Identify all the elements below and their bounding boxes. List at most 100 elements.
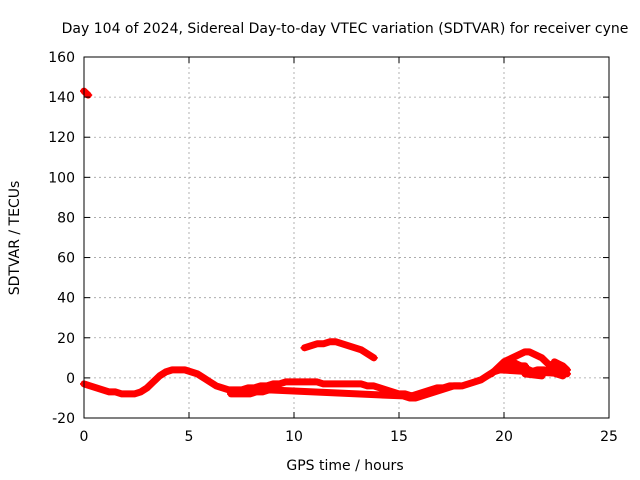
data-point: [546, 362, 555, 369]
data-point: [143, 384, 151, 391]
data-point: [275, 380, 284, 387]
data-point: [558, 372, 567, 379]
data-point: [218, 384, 227, 391]
y-tick-label: 160: [48, 50, 75, 66]
data-point: [264, 386, 273, 393]
data-point: [155, 372, 164, 379]
data-point: [430, 388, 439, 395]
data-point: [550, 366, 559, 373]
data-point: [516, 350, 525, 357]
plot-frame: [83, 56, 610, 419]
data-point: [529, 350, 538, 357]
x-tick-label: 20: [495, 429, 513, 445]
data-point: [554, 360, 563, 367]
data-point: [206, 378, 214, 385]
data-point: [537, 354, 546, 361]
data-point: [399, 392, 408, 399]
y-tick-label: -20: [52, 411, 75, 427]
data-point: [437, 386, 445, 393]
grid-lines: [84, 57, 609, 418]
data-point: [86, 382, 95, 389]
data-point: [500, 362, 508, 369]
x-tick-label: 25: [600, 429, 618, 445]
y-tick-label: 60: [57, 251, 75, 267]
series-mid-arc: [300, 338, 378, 362]
data-point: [487, 370, 496, 377]
series-late-arcs: [487, 348, 571, 380]
data-point: [149, 378, 158, 385]
data-point: [539, 366, 548, 373]
data-point: [180, 366, 189, 373]
data-point: [319, 340, 328, 347]
y-tick-label: 0: [66, 371, 75, 387]
data-point: [504, 360, 513, 367]
data-point: [111, 388, 120, 395]
data-point: [338, 340, 347, 347]
data-point: [161, 368, 170, 375]
data-point: [411, 394, 420, 401]
data-point: [546, 368, 555, 375]
data-point: [344, 342, 353, 349]
data-point: [443, 384, 452, 391]
data-point: [300, 344, 309, 351]
data-markers: [80, 87, 571, 402]
x-axis-title: GPS time / hours: [286, 458, 403, 474]
data-point: [552, 370, 561, 377]
data-point: [508, 358, 517, 365]
data-point: [130, 390, 139, 397]
data-point: [424, 390, 433, 397]
data-point: [92, 384, 101, 391]
data-point: [512, 360, 521, 367]
data-point: [363, 350, 372, 357]
data-point: [332, 338, 340, 345]
x-tick-label: 5: [185, 429, 194, 445]
data-point: [212, 382, 221, 389]
data-point: [550, 358, 559, 365]
data-point: [525, 348, 534, 355]
data-point: [537, 372, 546, 379]
x-tick-label: 15: [390, 429, 408, 445]
data-point: [193, 370, 202, 377]
data-point: [521, 370, 529, 377]
x-tick-label: 10: [285, 429, 303, 445]
data-point: [357, 380, 366, 387]
data-point: [495, 366, 504, 373]
data-point: [199, 374, 208, 381]
data-point: [245, 390, 254, 397]
axis-ticks: -20 0 20 40 60 80 100 120 140 160 0 5 10 15 20 25: [48, 50, 618, 445]
chart-title: Day 104 of 2024, Sidereal Day-to-day VTE…: [62, 21, 629, 37]
data-point: [369, 354, 378, 361]
data-point: [306, 342, 315, 349]
data-point: [313, 378, 322, 385]
data-point: [527, 368, 536, 375]
data-point: [512, 352, 521, 359]
data-point: [187, 368, 196, 375]
data-point: [136, 388, 145, 395]
y-tick-label: 120: [48, 130, 75, 146]
data-point: [369, 382, 378, 389]
y-tick-label: 80: [57, 210, 75, 226]
series-main-spread: [227, 382, 464, 402]
y-tick-label: 40: [57, 291, 75, 307]
data-point: [533, 352, 542, 359]
x-tick-label: 0: [80, 429, 89, 445]
data-point: [470, 378, 479, 385]
data-point: [542, 358, 550, 365]
data-point: [258, 388, 267, 395]
y-tick-label: 20: [57, 331, 75, 347]
data-point: [558, 362, 567, 369]
data-point: [563, 366, 571, 373]
y-axis-title: SDTVAR / TECUs: [7, 181, 23, 296]
data-point: [98, 386, 107, 393]
data-point: [464, 380, 473, 387]
data-point: [476, 376, 485, 383]
data-point: [521, 364, 529, 371]
data-point: [516, 362, 525, 369]
y-tick-label: 140: [48, 90, 75, 106]
data-point: [418, 392, 427, 399]
y-tick-label: 100: [48, 170, 75, 186]
data-point: [357, 346, 366, 353]
data-point: [455, 382, 464, 389]
